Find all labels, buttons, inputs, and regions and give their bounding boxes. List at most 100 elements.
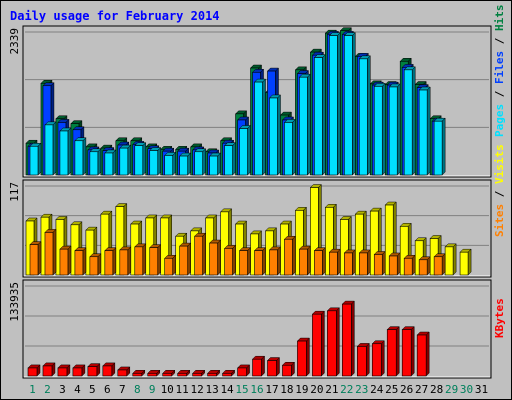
bar-pages-day-28-front <box>433 120 443 176</box>
bar-pages-day-24-front <box>373 86 383 176</box>
bar-visits-day-29-front <box>444 246 454 276</box>
bar-sites-day-26 <box>403 254 416 276</box>
bar-pages-day-19-front <box>299 76 308 176</box>
bar-pages-day-28 <box>433 117 446 176</box>
x-tick-label: 26 <box>400 383 413 396</box>
bar-pages-day-16-side <box>262 78 266 176</box>
bar-sites-day-22-front <box>344 252 353 276</box>
bar-sites-day-5-front <box>89 256 99 276</box>
bar-pages-day-13 <box>209 152 222 176</box>
bar-sites-day-20-front <box>314 250 323 276</box>
bar-pages-day-15-side <box>247 124 251 176</box>
bar-sites-day-10-front <box>164 257 174 276</box>
bar-pages-day-14-side <box>232 142 236 176</box>
bar-pages-day-12-side <box>202 148 206 176</box>
bar-pages-day-6-front <box>104 152 114 176</box>
bar-visits-day-30 <box>459 248 472 276</box>
bar-pages-day-23 <box>358 55 371 176</box>
bar-sites-day-7-front <box>119 249 129 276</box>
x-tick-label: 18 <box>280 383 293 396</box>
bar-sites-day-20 <box>313 247 326 276</box>
bar-kbytes-day-8 <box>132 369 146 377</box>
bar-kbytes-day-27-side <box>425 331 430 377</box>
bar-sites-day-22 <box>343 249 356 276</box>
bar-pages-day-12 <box>194 148 207 176</box>
bar-sites-day-27-side <box>426 256 431 276</box>
bar-kbytes-day-26-side <box>410 326 415 377</box>
bar-pages-day-5-side <box>97 148 102 176</box>
bar-sites-day-1-front <box>29 244 39 276</box>
panel-hits-files-pages: 2339 Pages / Files / Hits <box>8 5 506 178</box>
bar-pages-day-18-side <box>292 118 296 176</box>
bar-kbytes-day-12 <box>192 369 206 377</box>
x-tick-label: 8 <box>134 383 141 396</box>
bar-pages-day-20-front <box>314 57 323 176</box>
x-tick-label: 22 <box>340 383 353 396</box>
bar-pages-day-8-front <box>134 145 144 176</box>
bar-kbytes-day-3-front <box>57 367 68 377</box>
x-tick-label: 3 <box>59 383 66 396</box>
bar-sites-day-14 <box>223 244 237 276</box>
bar-kbytes-day-19-front <box>297 340 307 377</box>
bar-pages-day-1 <box>29 142 42 176</box>
bar-kbytes-day-15 <box>236 364 251 377</box>
bar-pages-day-16-front <box>254 81 263 176</box>
bar-pages-day-13-side <box>217 152 221 176</box>
bar-pages-day-25 <box>388 83 401 176</box>
bar-pages-day-14 <box>223 142 237 176</box>
bar-sites-day-12-front <box>194 235 203 276</box>
bar-kbytes-day-6 <box>102 362 116 377</box>
bar-pages-day-22-side <box>352 32 356 176</box>
x-tick-label: 10 <box>161 383 174 396</box>
bar-pages-day-1-front <box>29 145 39 176</box>
legend-separator: / <box>493 84 506 104</box>
bar-kbytes-day-7 <box>117 366 131 377</box>
bar-sites-day-13-side <box>217 239 221 276</box>
bar-sites-day-3-front <box>59 248 69 276</box>
bar-sites-day-6-side <box>112 247 117 276</box>
bar-sites-day-9-front <box>149 247 159 276</box>
x-tick-label: 4 <box>74 383 81 396</box>
bar-sites-day-25 <box>388 252 401 276</box>
bar-pages-day-13-front <box>209 155 218 176</box>
bar-sites-day-24 <box>373 250 386 276</box>
bar-kbytes-day-23-side <box>366 342 370 377</box>
x-tick-label: 11 <box>176 383 189 396</box>
bar-kbytes-day-23 <box>356 342 370 377</box>
bar-kbytes-day-1 <box>27 364 41 377</box>
bar-sites-day-5 <box>89 253 102 276</box>
bar-sites-day-2-front <box>44 232 54 276</box>
y-max-label: 117 <box>8 182 21 202</box>
bar-pages-day-2-side <box>52 121 57 176</box>
bar-kbytes-day-19-side <box>306 337 310 377</box>
bar-sites-day-23-front <box>358 252 368 276</box>
bar-sites-day-3-side <box>67 245 72 276</box>
bar-sites-day-9 <box>149 244 162 276</box>
bar-kbytes-day-6-front <box>102 365 113 377</box>
bar-kbytes-day-22-front <box>342 303 352 377</box>
bar-sites-day-19-front <box>299 248 308 276</box>
bar-pages-day-1-side <box>37 142 42 176</box>
bar-kbytes-day-20 <box>311 310 325 377</box>
bar-pages-day-18 <box>283 118 297 176</box>
x-tick-label: 7 <box>119 383 126 396</box>
bar-kbytes-day-15-front <box>237 367 247 377</box>
bar-pages-day-15 <box>238 124 252 176</box>
bar-kbytes-day-25-side <box>395 326 400 377</box>
bar-sites-day-28 <box>433 253 446 276</box>
bar-pages-day-27-front <box>418 89 428 176</box>
x-tick-label: 24 <box>370 383 384 396</box>
bar-kbytes-day-22 <box>341 300 355 377</box>
bar-sites-day-24-front <box>373 254 383 276</box>
bar-sites-day-27-front <box>418 259 428 276</box>
bar-kbytes-day-21-side <box>336 307 340 377</box>
bar-pages-day-8 <box>134 142 147 176</box>
bar-pages-day-6 <box>104 149 117 176</box>
bar-kbytes-day-26-front <box>401 329 412 377</box>
x-tick-label: 14 <box>220 383 234 396</box>
bar-pages-day-23-side <box>367 55 371 176</box>
x-tick-label: 19 <box>295 383 308 396</box>
bar-pages-day-4-side <box>82 137 87 176</box>
bar-kbytes-day-13 <box>207 369 221 377</box>
bar-sites-day-26-front <box>403 257 413 276</box>
